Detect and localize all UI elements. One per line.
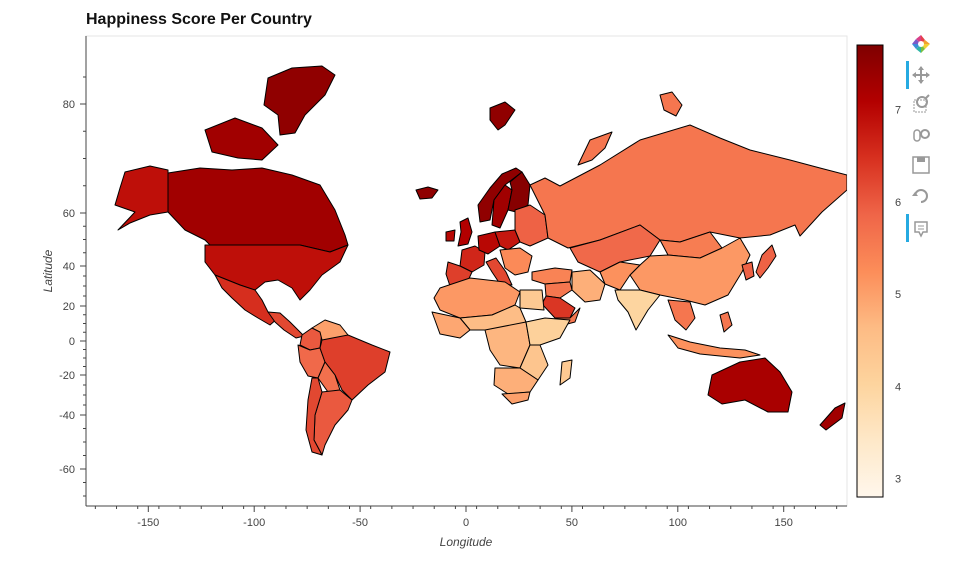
region-mexico[interactable] <box>214 274 279 326</box>
region-southeast-asia[interactable] <box>667 299 696 331</box>
colorbar-tick-label: 7 <box>895 105 901 117</box>
x-tick-label: 100 <box>669 517 687 529</box>
region-middle-east[interactable] <box>544 281 573 299</box>
region-brazil[interactable] <box>319 334 391 401</box>
region-canadian-islands[interactable] <box>204 117 279 161</box>
x-tick-label: 150 <box>775 517 793 529</box>
region-ireland[interactable] <box>445 229 456 242</box>
region-bolivia[interactable] <box>317 361 341 393</box>
region-greenland[interactable] <box>263 65 336 136</box>
y-tick-label: 40 <box>63 261 75 273</box>
region-russia-north[interactable] <box>577 131 613 166</box>
chart-title: Happiness Score Per Country <box>86 11 312 28</box>
y-tick-label: 80 <box>63 99 75 111</box>
y-axis-title: Latitude <box>41 249 55 292</box>
region-eastern-europe[interactable] <box>514 204 549 247</box>
x-axis: -150 -100 -50 0 50 100 150 Longitude <box>86 505 847 549</box>
reset-icon[interactable] <box>912 189 928 203</box>
y-tick-label: 60 <box>63 208 75 220</box>
region-italy[interactable] <box>485 257 513 286</box>
x-tick-label: -50 <box>352 517 368 529</box>
y-tick-label: 0 <box>69 336 75 348</box>
region-east-africa[interactable] <box>519 344 549 381</box>
region-japan[interactable] <box>755 244 777 279</box>
y-axis: 80 60 40 20 0 -20 -40 -60 Latitude <box>41 36 87 506</box>
region-canada[interactable] <box>167 167 349 253</box>
region-germany[interactable] <box>477 231 501 255</box>
region-russia-island[interactable] <box>659 91 683 117</box>
x-tick-label: 50 <box>566 517 578 529</box>
region-svalbard[interactable] <box>489 101 516 131</box>
region-korea[interactable] <box>741 261 755 281</box>
colorbar-tick-label: 5 <box>895 289 901 301</box>
country-layer <box>114 65 847 456</box>
colorbar-tick-label: 6 <box>895 197 901 209</box>
region-australia[interactable] <box>707 357 793 413</box>
box-zoom-icon[interactable] <box>913 94 930 113</box>
region-indonesia[interactable] <box>667 334 761 359</box>
bokeh-logo-icon[interactable] <box>912 35 930 53</box>
colorbar-scale <box>856 44 884 498</box>
y-tick-label: -40 <box>59 410 75 422</box>
region-balkans[interactable] <box>499 247 533 276</box>
region-china[interactable] <box>629 237 751 306</box>
region-central-europe[interactable] <box>494 229 521 251</box>
x-tick-label: -150 <box>137 517 159 529</box>
region-chile[interactable] <box>305 377 323 456</box>
x-axis-title: Longitude <box>440 535 493 549</box>
y-tick-label: -20 <box>59 370 75 382</box>
toolbar <box>906 35 930 242</box>
region-sahel[interactable] <box>459 304 527 331</box>
region-central-asia[interactable] <box>599 261 641 291</box>
region-west-africa[interactable] <box>431 311 471 339</box>
y-tick-label: 20 <box>63 301 75 313</box>
wheel-zoom-icon[interactable] <box>913 129 930 142</box>
region-madagascar[interactable] <box>559 359 573 386</box>
region-egypt[interactable] <box>519 289 545 311</box>
pan-icon[interactable] <box>906 61 930 89</box>
x-tick-label: -100 <box>243 517 265 529</box>
save-icon[interactable] <box>912 156 930 174</box>
x-tick-label: 0 <box>463 517 469 529</box>
hover-icon[interactable] <box>906 214 928 242</box>
region-iceland[interactable] <box>415 186 439 200</box>
region-alaska[interactable] <box>114 165 169 231</box>
colorbar: 7 6 5 4 3 <box>856 44 901 498</box>
region-south-africa[interactable] <box>501 391 531 405</box>
colorbar-tick-label: 4 <box>895 381 901 393</box>
region-new-zealand[interactable] <box>819 402 846 431</box>
region-philippines[interactable] <box>719 311 733 333</box>
region-united-kingdom[interactable] <box>457 217 473 247</box>
y-tick-label: -60 <box>59 464 75 476</box>
region-india[interactable] <box>614 289 661 331</box>
colorbar-tick-label: 3 <box>895 474 901 486</box>
